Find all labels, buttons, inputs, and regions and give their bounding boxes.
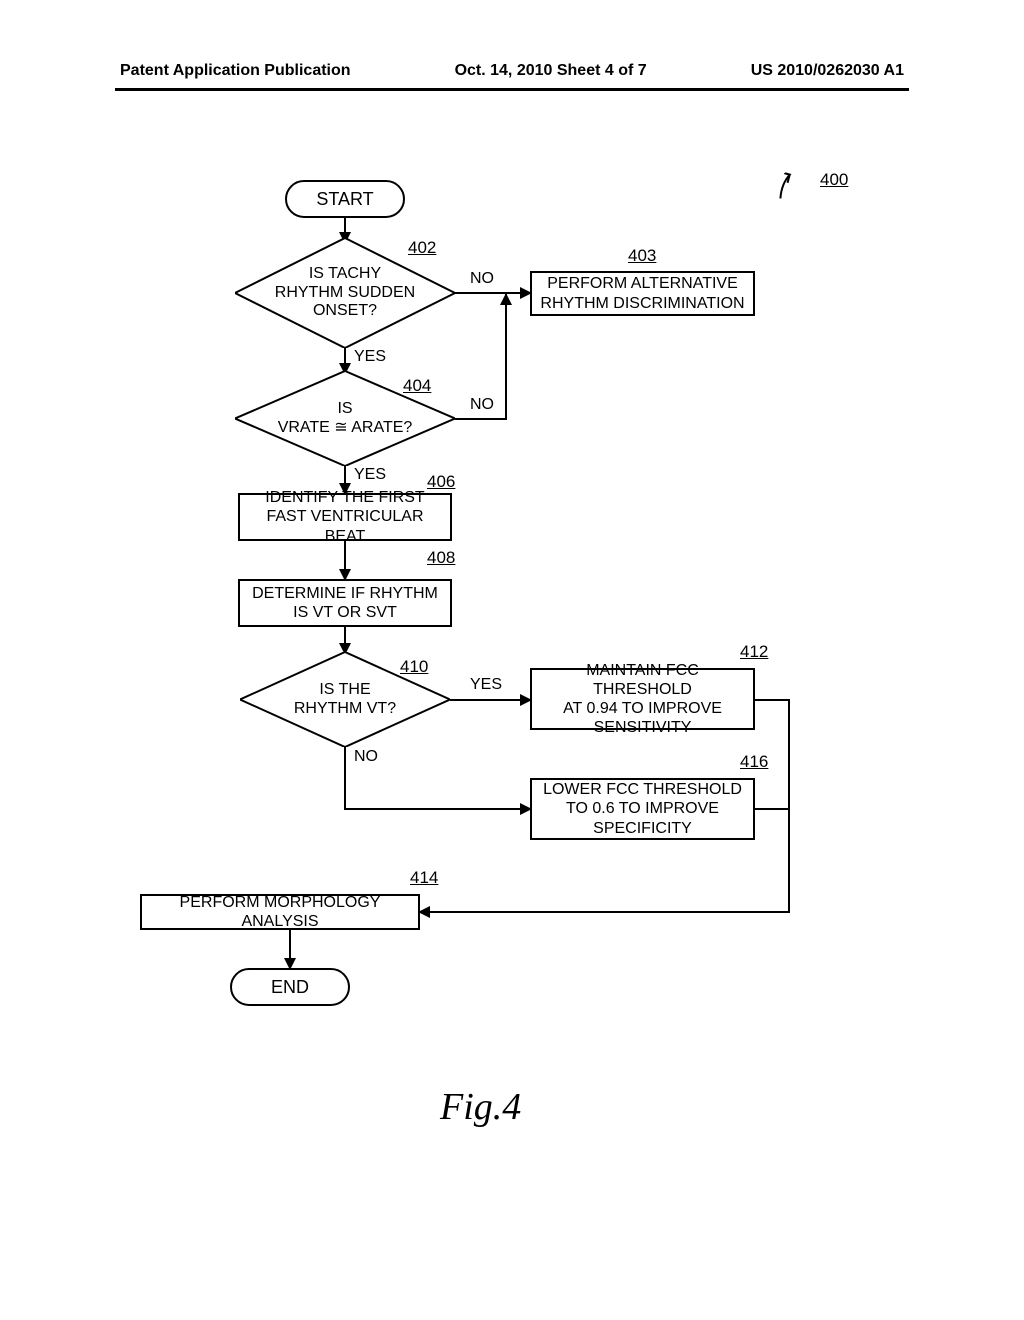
node-403: PERFORM ALTERNATIVE RHYTHM DISCRIMINATIO… [530,271,755,316]
edge [455,418,507,420]
edge [755,808,790,810]
ref-414: 414 [410,868,438,888]
header-right: US 2010/0262030 A1 [751,62,904,80]
node-412: MAINTAIN FCC THRESHOLD AT 0.94 TO IMPROV… [530,668,755,730]
label-yes-410: YES [470,676,502,694]
label-no-410: NO [354,748,378,766]
ref-416: 416 [740,752,768,772]
label-yes-402: YES [354,348,386,366]
edge [788,699,790,912]
edge [505,294,507,420]
header-left: Patent Application Publication [120,62,351,80]
edge [755,699,790,701]
node-416: LOWER FCC THRESHOLD TO 0.6 TO IMPROVE SP… [530,778,755,840]
leader-400 [769,162,820,210]
figure-label: Fig.4 [440,1085,521,1129]
node-end: END [230,968,350,1006]
ref-412: 412 [740,642,768,662]
arrowhead [500,293,512,305]
header-center: Oct. 14, 2010 Sheet 4 of 7 [455,62,647,80]
ref-406: 406 [427,472,455,492]
edge [455,292,530,294]
ref-404: 404 [403,376,431,396]
node-414: PERFORM MORPHOLOGY ANALYSIS [140,894,420,930]
edge [344,808,530,810]
ref-408: 408 [427,548,455,568]
label-no-402: NO [470,270,494,288]
edge [450,699,530,701]
label-no-404: NO [470,396,494,414]
ref-402: 402 [408,238,436,258]
node-start: START [285,180,405,218]
ref-403: 403 [628,246,656,266]
node-408: DETERMINE IF RHYTHM IS VT OR SVT [238,579,452,627]
ref-400: 400 [820,170,848,190]
header-divider [115,88,909,91]
edge [420,911,790,913]
label-yes-404: YES [354,466,386,484]
edge [344,747,346,809]
flowchart-container: 400 START IS TACHY RHYTHM SUDDEN ONSET? … [130,180,890,1140]
ref-410: 410 [400,657,428,677]
node-406: IDENTIFY THE FIRST FAST VENTRICULAR BEAT [238,493,452,541]
